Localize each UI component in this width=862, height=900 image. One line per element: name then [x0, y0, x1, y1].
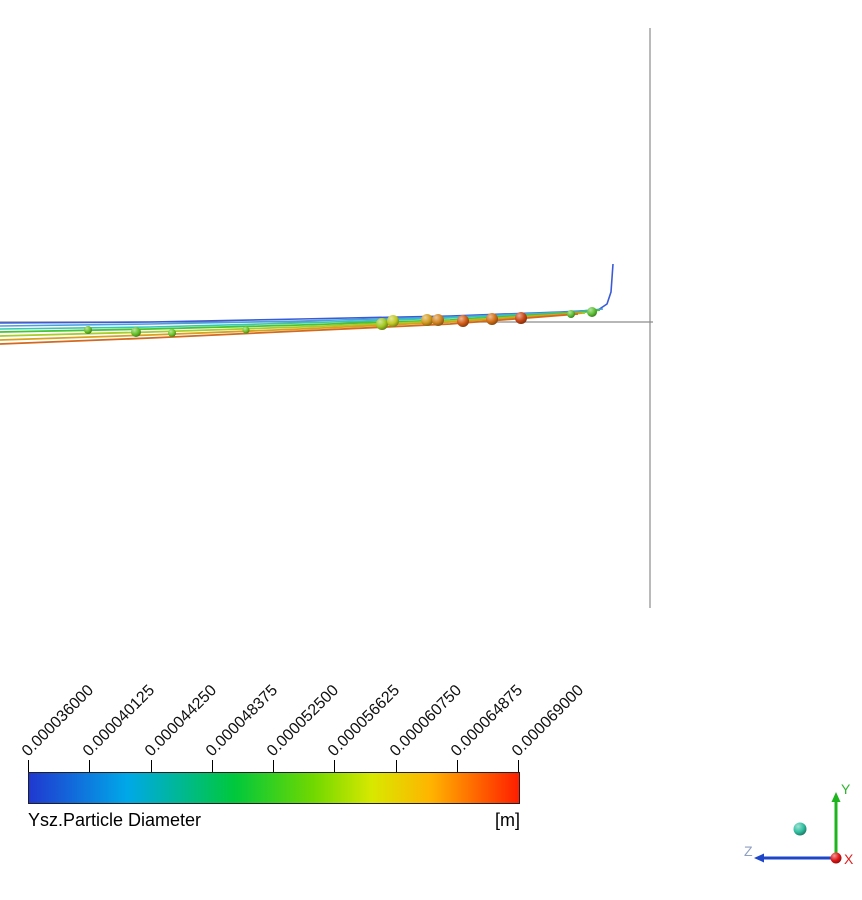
colorbar-legend: 0.000036000 0.000040125 0.000044250 0.00004… [19, 630, 587, 865]
y-axis-label: Y [841, 781, 851, 797]
legend-tick [334, 760, 336, 773]
legend-tick-marks [28, 630, 533, 865]
legend-title: Ysz.Particle Diameter [28, 810, 202, 830]
particle-sphere [242, 326, 250, 334]
legend-tick [395, 760, 397, 773]
particle-sphere [432, 314, 444, 326]
legend-tick [211, 760, 213, 773]
legend-tick [89, 760, 91, 773]
particle-sphere [486, 313, 498, 325]
particle-sphere [131, 327, 141, 337]
legend-tick [28, 760, 29, 773]
particle-sphere [587, 307, 597, 317]
y-axis-arrow-arrowhead-icon [831, 792, 841, 802]
particle-sphere [387, 315, 399, 327]
x-axis-origin-sphere [830, 852, 842, 864]
particle-sphere [515, 312, 527, 324]
legend-tick [518, 760, 519, 773]
particle-sphere [84, 326, 92, 334]
legend-caption: Ysz.Particle Diameter [m] [28, 810, 520, 831]
legend-tick [273, 760, 274, 773]
legend-gradient-bar [28, 772, 520, 804]
particle-sphere [421, 314, 433, 326]
z-axis-label: Z [744, 843, 753, 859]
particle-sphere [567, 310, 575, 318]
z-axis-arrow-arrowhead-icon [754, 853, 764, 863]
legend-tick [456, 760, 458, 773]
triad-marker-sphere [793, 822, 807, 836]
particle-sphere [168, 329, 176, 337]
legend-units: [m] [495, 810, 520, 830]
particle-sphere [376, 318, 388, 330]
legend-tick [150, 760, 152, 773]
x-axis-label: X [844, 851, 854, 867]
particle-sphere [457, 315, 469, 327]
